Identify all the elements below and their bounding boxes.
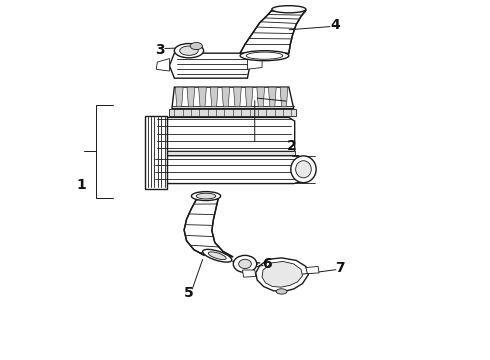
Ellipse shape [208, 252, 226, 260]
Ellipse shape [291, 156, 316, 183]
Polygon shape [306, 266, 319, 274]
Polygon shape [157, 152, 294, 156]
Ellipse shape [240, 51, 289, 61]
Polygon shape [156, 59, 170, 71]
Polygon shape [257, 87, 265, 107]
Ellipse shape [174, 44, 203, 58]
Polygon shape [269, 87, 276, 107]
Ellipse shape [233, 255, 257, 273]
Ellipse shape [272, 6, 306, 13]
Polygon shape [280, 87, 288, 107]
Polygon shape [262, 261, 302, 287]
Ellipse shape [192, 192, 220, 201]
Polygon shape [170, 109, 296, 116]
Polygon shape [210, 87, 218, 107]
Text: 7: 7 [335, 261, 345, 275]
Text: 4: 4 [330, 18, 340, 32]
Ellipse shape [203, 249, 232, 262]
Text: 1: 1 [77, 178, 87, 192]
Ellipse shape [196, 193, 216, 199]
Polygon shape [243, 270, 256, 277]
Polygon shape [240, 10, 306, 53]
Ellipse shape [295, 161, 311, 178]
Polygon shape [187, 87, 195, 107]
Polygon shape [198, 87, 206, 107]
Polygon shape [222, 87, 230, 107]
Polygon shape [247, 57, 262, 69]
Ellipse shape [239, 259, 251, 269]
Text: 5: 5 [184, 285, 194, 300]
Text: 6: 6 [262, 257, 272, 271]
Polygon shape [152, 156, 301, 184]
Ellipse shape [190, 42, 202, 50]
Polygon shape [256, 258, 308, 292]
Polygon shape [145, 116, 167, 189]
Polygon shape [184, 199, 233, 257]
Polygon shape [245, 87, 253, 107]
Polygon shape [175, 87, 183, 107]
Polygon shape [156, 117, 294, 152]
Text: 2: 2 [287, 139, 296, 153]
Ellipse shape [276, 289, 287, 294]
Ellipse shape [180, 46, 198, 55]
Polygon shape [172, 87, 294, 109]
Polygon shape [170, 53, 250, 78]
Text: 3: 3 [155, 42, 165, 57]
Polygon shape [234, 87, 241, 107]
Ellipse shape [246, 52, 283, 59]
